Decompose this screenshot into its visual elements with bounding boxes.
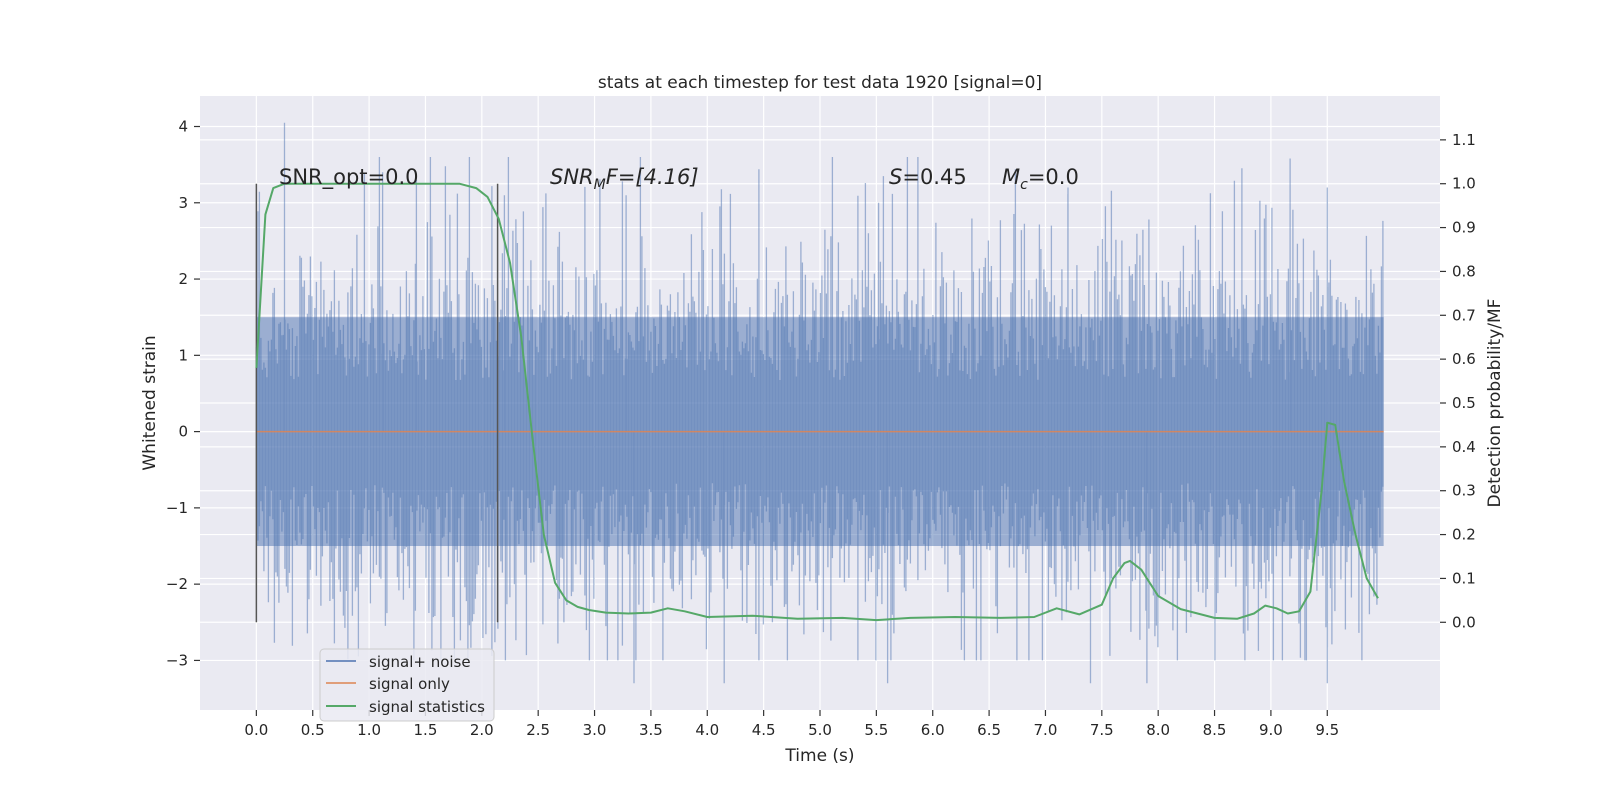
tick-label-x: 8.5 <box>1203 721 1227 739</box>
tick-label-x: 6.0 <box>921 721 945 739</box>
tick-label-right: 0.1 <box>1452 569 1476 587</box>
legend-label-stats: signal statistics <box>369 698 485 716</box>
tick-label-x: 5.0 <box>808 721 832 739</box>
tick-label-right: 0.0 <box>1452 613 1476 631</box>
tick-label-x: 1.5 <box>414 721 438 739</box>
tick-label-right: 0.2 <box>1452 526 1476 544</box>
tick-label-x: 4.5 <box>752 721 776 739</box>
tick-label-x: 0.0 <box>244 721 268 739</box>
legend-label-signal: signal only <box>369 675 450 693</box>
annotation-snr-opt: SNR_opt=0.0 <box>279 165 419 190</box>
tick-label-left: −3 <box>166 651 188 669</box>
annotation-s: S=0.45 <box>889 165 967 189</box>
annotation-snr-mf-tail: F=[4.16] <box>606 165 699 189</box>
tick-label-x: 9.5 <box>1315 721 1339 739</box>
tick-label-left: 2 <box>178 270 188 288</box>
tick-label-x: 9.0 <box>1259 721 1283 739</box>
legend-label-noise: signal+ noise <box>369 653 471 671</box>
chart-title: stats at each timestep for test data 192… <box>598 73 1042 93</box>
tick-label-left: 1 <box>178 346 188 364</box>
tick-label-x: 2.0 <box>470 721 494 739</box>
left-axis-ticks: 4 3 2 1 0 −1 −2 −3 <box>166 118 200 669</box>
signal-statistics-line <box>255 182 1379 622</box>
tick-label-right: 0.6 <box>1452 350 1476 368</box>
legend: signal+ noise signal only signal statist… <box>319 648 495 722</box>
tick-label-x: 6.5 <box>977 721 1001 739</box>
tick-label-x: 3.0 <box>583 721 607 739</box>
tick-label-right: 1.0 <box>1452 175 1476 193</box>
right-axis-ticks: 1.1 1.0 0.9 0.8 0.7 0.6 0.5 0.4 0.3 0.2 0.1 0.0 <box>1440 131 1476 631</box>
tick-label-right: 0.7 <box>1452 306 1476 324</box>
tick-label-x: 7.5 <box>1090 721 1114 739</box>
tick-label-right: 0.8 <box>1452 262 1476 280</box>
tick-label-x: 8.0 <box>1146 721 1170 739</box>
annotation-mc: Mc=0.0 <box>1002 165 1079 193</box>
annotation-s-value: =0.45 <box>902 165 966 189</box>
tick-label-right: 0.4 <box>1452 438 1476 456</box>
annotation-snr-mf-sub: M <box>594 177 606 193</box>
tick-label-left: 3 <box>178 194 188 212</box>
tick-label-x: 1.0 <box>357 721 381 739</box>
x-axis-title: Time (s) <box>784 746 854 766</box>
annotation-mc-sub: c <box>1020 177 1028 193</box>
annotation-snr-mf-main: SNR <box>550 165 594 189</box>
annotation-mc-symbol: M <box>1002 165 1020 189</box>
legend-box <box>319 648 495 722</box>
signal-statistics-series <box>255 182 1379 622</box>
x-axis-ticks: 0.0 0.5 1.0 1.5 2.0 2.5 3.0 3.5 4.0 4.5 5.0 5.5 6.0 6… <box>244 710 1339 739</box>
tick-label-x: 7.0 <box>1034 721 1058 739</box>
tick-label-right: 1.1 <box>1452 131 1476 149</box>
tick-label-x: 0.5 <box>301 721 325 739</box>
tick-label-left: −1 <box>166 499 188 517</box>
tick-label-x: 2.5 <box>526 721 550 739</box>
tick-label-left: −2 <box>166 575 188 593</box>
tick-label-x: 3.5 <box>639 721 663 739</box>
annotation-s-symbol: S <box>889 165 902 189</box>
annotation-snr-mf: SNRMF=[4.16] <box>550 165 699 193</box>
tick-label-x: 5.5 <box>864 721 888 739</box>
annotation-mc-value: =0.0 <box>1028 165 1079 189</box>
vertical-markers <box>255 183 499 623</box>
tick-label-right: 0.9 <box>1452 219 1476 237</box>
tick-label-x: 4.0 <box>695 721 719 739</box>
tick-label-right: 0.3 <box>1452 482 1476 500</box>
tick-label-left: 0 <box>178 423 188 441</box>
y-axis-title: Whitened strain <box>140 335 160 470</box>
tick-label-right: 0.5 <box>1452 394 1476 412</box>
y-axis-right-title: Detection probability/MF <box>1485 299 1505 508</box>
tick-label-left: 4 <box>178 118 188 136</box>
